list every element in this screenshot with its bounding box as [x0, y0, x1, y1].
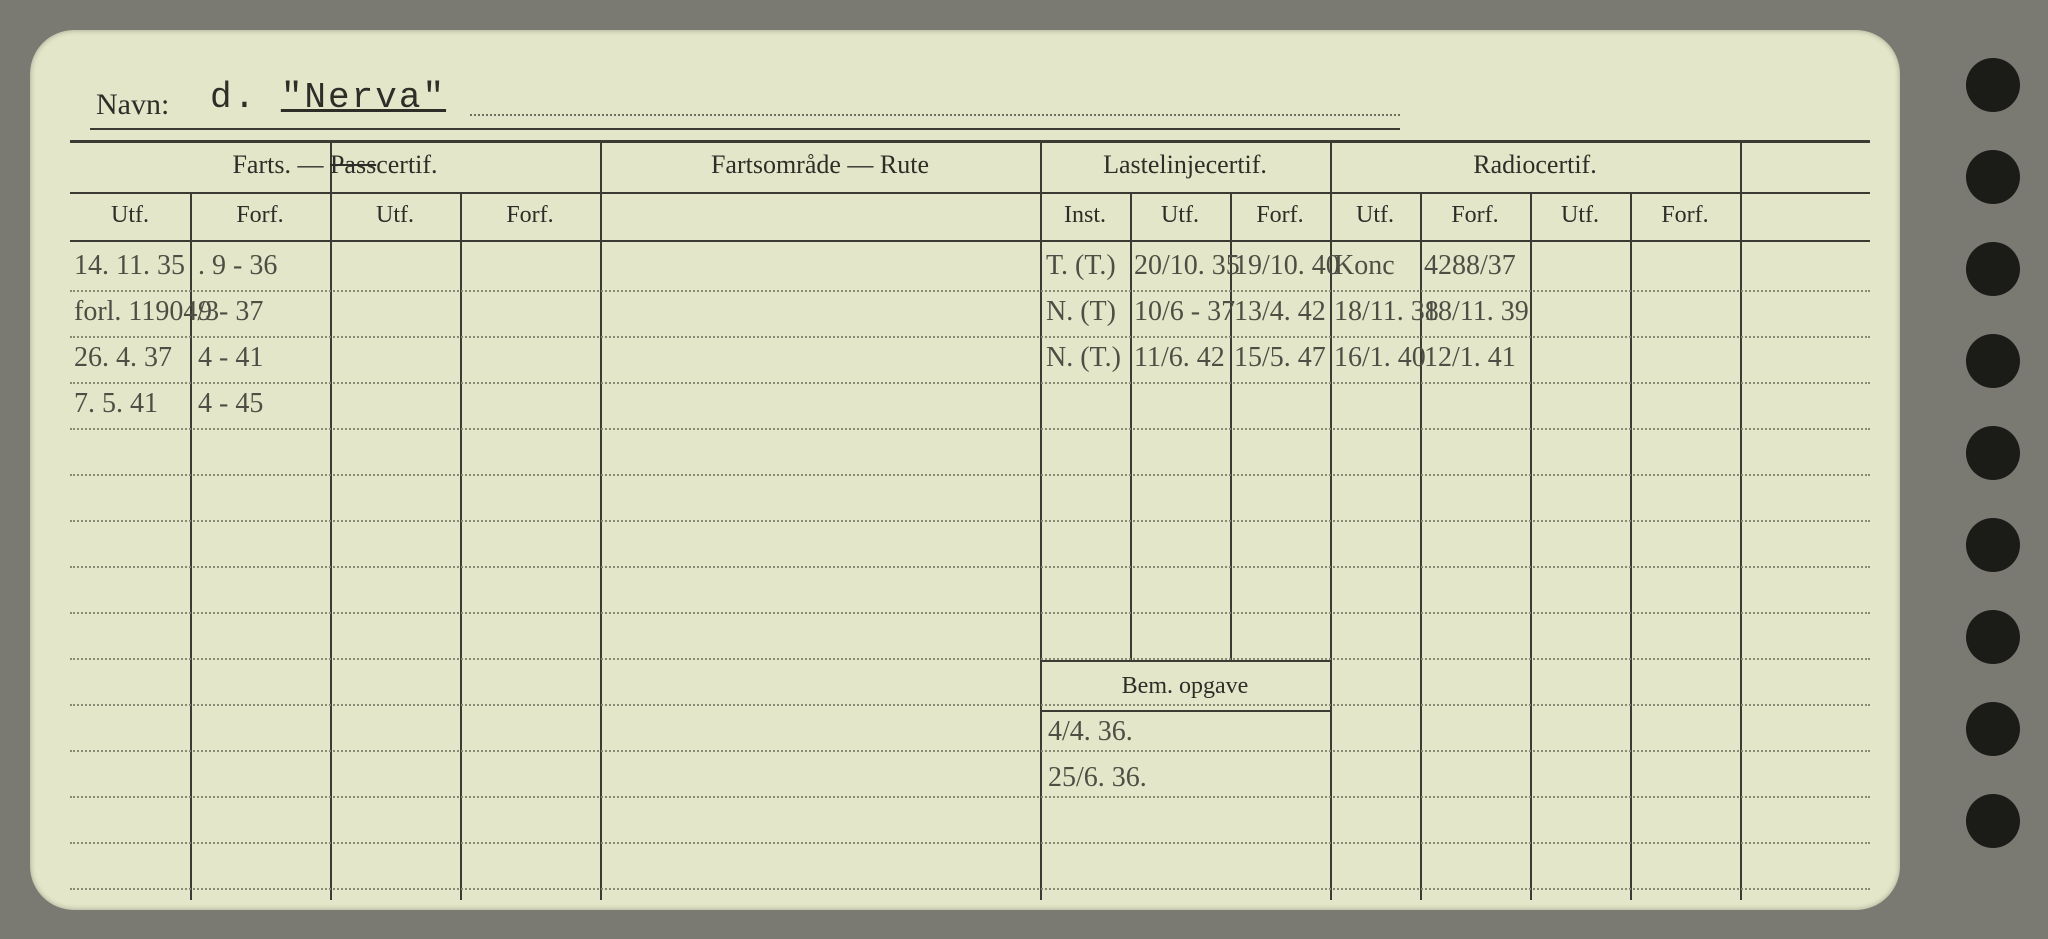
navn-row: Navn: d. "Nerva"	[90, 68, 1400, 130]
row-guide	[70, 750, 1870, 752]
row-guide	[70, 474, 1870, 476]
group-header-rute: Fartsområde — Rute	[600, 150, 1040, 180]
punch-hole	[1966, 610, 2020, 664]
row-guide	[70, 796, 1870, 798]
row-guide	[70, 290, 1870, 292]
cell-r_utf1: 16/1. 40	[1334, 342, 1426, 374]
punch-hole	[1966, 58, 2020, 112]
cell-l_inst: T. (T.)	[1046, 250, 1116, 282]
cell-f_forf1: 4 - 41	[198, 342, 263, 374]
bem-opgave-header: Bem. opgave	[1040, 660, 1330, 712]
group-header-laste: Lastelinjecertif.	[1040, 150, 1330, 180]
cell-f_utf1: 26. 4. 37	[74, 342, 172, 374]
rule-top	[70, 140, 1870, 143]
cell-l_forf: 15/5. 47	[1234, 342, 1326, 374]
group-header-radio: Radiocertif.	[1330, 150, 1740, 180]
navn-dotted-rule	[470, 114, 1400, 116]
gh-farts-post: certif.	[376, 150, 437, 179]
sub-header: Inst.	[1040, 202, 1130, 229]
sub-header: Utf.	[1330, 202, 1420, 229]
sub-header: Forf.	[1420, 202, 1530, 229]
punch-holes	[1966, 58, 2026, 848]
vline	[460, 192, 462, 900]
cell-l_inst: N. (T)	[1046, 296, 1116, 328]
cell-l_utf: 20/10. 35	[1134, 250, 1240, 282]
cell-l_utf: 11/6. 42	[1134, 342, 1225, 374]
punch-hole	[1966, 242, 2020, 296]
punch-hole	[1966, 426, 2020, 480]
group-header-farts: Farts. — Passcertif.	[70, 150, 600, 180]
row-guide	[70, 520, 1870, 522]
cell-r_forf1: 12/1. 41	[1424, 342, 1516, 374]
sub-header: Utf.	[1530, 202, 1630, 229]
cell-l_inst: N. (T.)	[1046, 342, 1121, 374]
row-guide	[70, 612, 1870, 614]
cell-l_forf: 13/4. 42	[1234, 296, 1326, 328]
row-guide	[70, 336, 1870, 338]
row-guide	[70, 658, 1870, 660]
navn-value: d. "Nerva"	[210, 77, 446, 118]
cell-r_forf1: 4288/37	[1424, 250, 1516, 282]
punch-hole	[1966, 150, 2020, 204]
cell-r_forf1: 18/11. 39	[1424, 296, 1529, 328]
row-guide	[70, 888, 1870, 890]
cell-f_forf1: 9 - 37	[198, 296, 263, 328]
punch-hole	[1966, 334, 2020, 388]
sub-header: Forf.	[460, 202, 600, 229]
navn-prefix: d.	[210, 77, 257, 118]
navn-name: "Nerva"	[281, 77, 446, 118]
vline	[1130, 192, 1132, 660]
gh-farts-strike: Pass	[330, 150, 376, 179]
cell-f_forf1: 4 - 45	[198, 388, 263, 420]
certificate-table: Farts. — Passcertif. Fartsområde — Rute …	[70, 140, 1870, 900]
rule-under-subheaders	[70, 240, 1870, 242]
sub-header: Utf.	[1130, 202, 1230, 229]
vline	[1630, 192, 1632, 900]
cell-f_utf1: 14. 11. 35	[74, 250, 185, 282]
sub-header: Utf.	[70, 202, 190, 229]
cell-f_utf1: 7. 5. 41	[74, 388, 158, 420]
index-card: Navn: d. "Nerva" Farts. — Passcertif. Fa…	[30, 30, 1900, 910]
row-guide	[70, 566, 1870, 568]
rule-under-groups	[70, 192, 1870, 194]
cell-l_utf: 10/6 - 37	[1134, 296, 1235, 328]
row-guide	[70, 382, 1870, 384]
vline	[1530, 192, 1532, 900]
sub-header: Forf.	[1230, 202, 1330, 229]
sub-header: Forf.	[1630, 202, 1740, 229]
row-guide	[70, 842, 1870, 844]
cell-r_utf1: Konc	[1334, 250, 1395, 282]
cell-f_forf1: . 9 - 36	[198, 250, 277, 282]
gh-farts-pre: Farts. —	[232, 150, 330, 179]
cell-l_forf: 19/10. 40	[1234, 250, 1340, 282]
sub-header: Utf.	[330, 202, 460, 229]
navn-label: Navn:	[96, 88, 169, 122]
sub-header: Forf.	[190, 202, 330, 229]
row-guide	[70, 428, 1870, 430]
bem-opgave-value: 25/6. 36.	[1048, 762, 1147, 794]
punch-hole	[1966, 794, 2020, 848]
bem-opgave-value: 4/4. 36.	[1048, 716, 1133, 748]
punch-hole	[1966, 518, 2020, 572]
row-guide	[70, 704, 1870, 706]
punch-hole	[1966, 702, 2020, 756]
